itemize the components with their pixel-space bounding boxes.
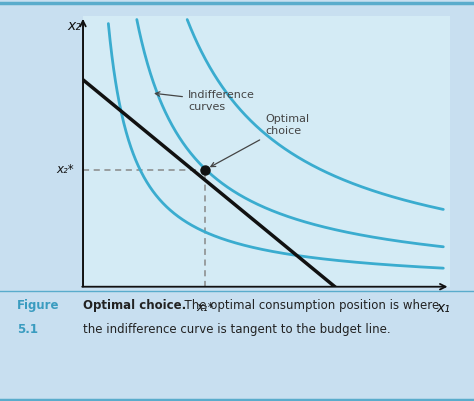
Text: Optimal
choice: Optimal choice bbox=[211, 114, 309, 167]
Text: Optimal choice.: Optimal choice. bbox=[83, 299, 186, 312]
Text: x₁*: x₁* bbox=[197, 301, 214, 314]
Text: x₁: x₁ bbox=[437, 301, 450, 315]
Text: Indifference
curves: Indifference curves bbox=[155, 90, 255, 112]
Text: The optimal consumption position is where: The optimal consumption position is wher… bbox=[177, 299, 439, 312]
Text: 5.1: 5.1 bbox=[17, 323, 37, 336]
Text: x₂: x₂ bbox=[67, 19, 81, 33]
Text: Figure: Figure bbox=[17, 299, 59, 312]
Text: x₂*: x₂* bbox=[56, 164, 74, 176]
Text: the indifference curve is tangent to the budget line.: the indifference curve is tangent to the… bbox=[83, 323, 391, 336]
